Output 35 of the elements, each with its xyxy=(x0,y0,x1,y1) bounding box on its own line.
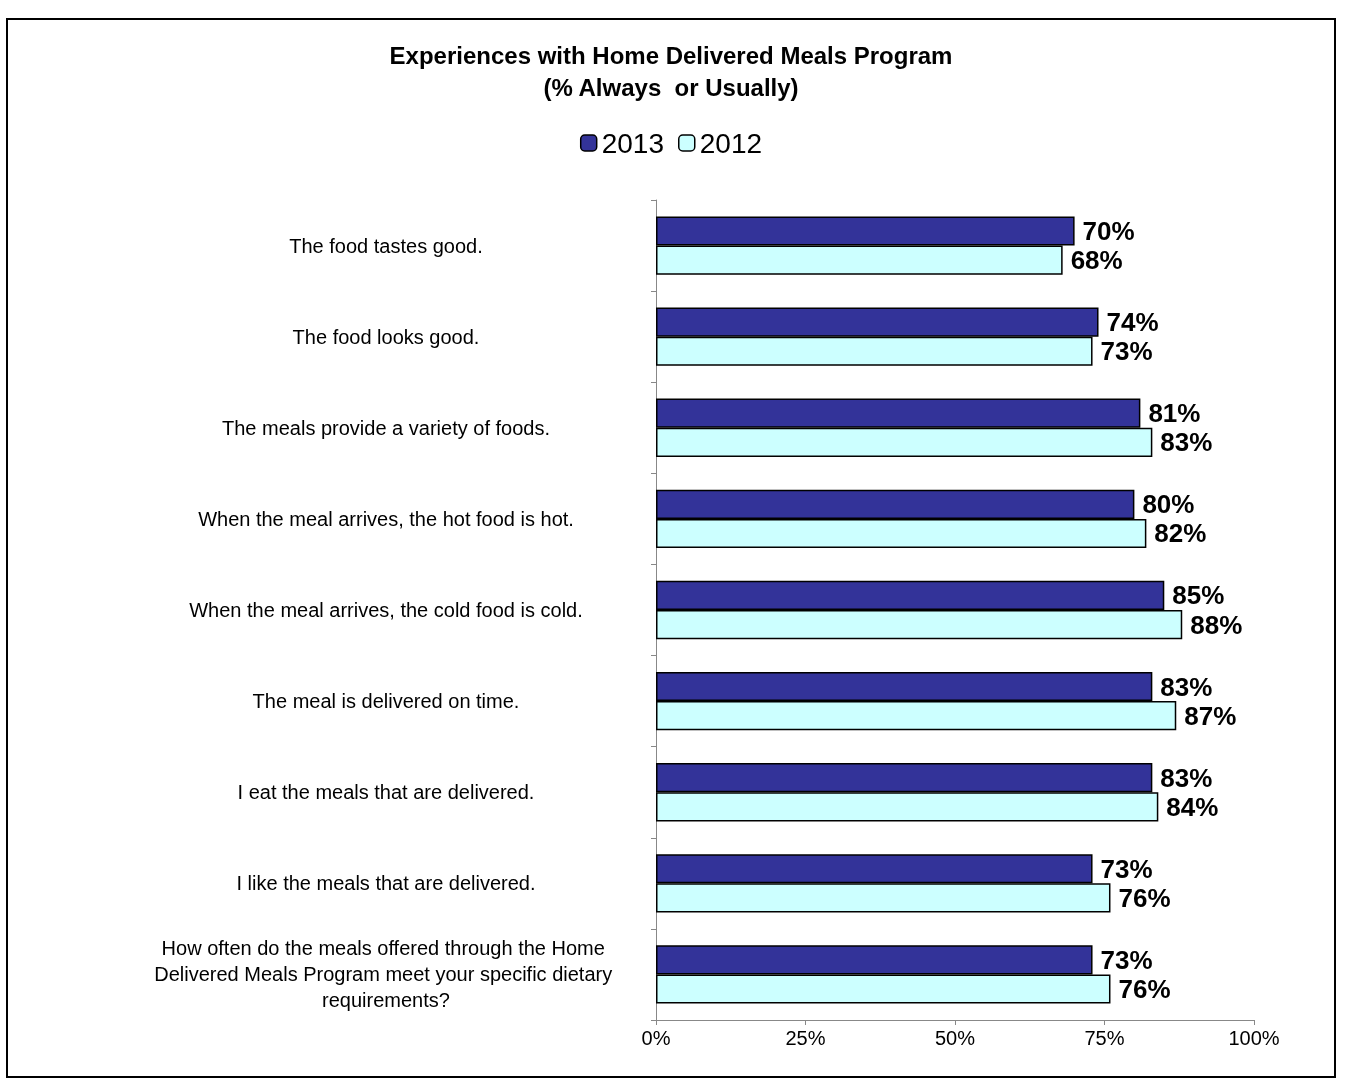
x-tick-label: 50% xyxy=(934,1027,976,1049)
x-tick-label: 25% xyxy=(785,1027,826,1049)
chart-title: Experiences with Home Delivered Meals Program (% Always or Usually) xyxy=(389,41,953,101)
data-label: 88% xyxy=(1190,609,1243,640)
y-tick-label: The meals provide a variety of foods. xyxy=(222,416,550,439)
y-tick-label: When the meal arrives, the hot food is hot. xyxy=(198,507,574,530)
y-tick-label: When the meal arrives, the cold food is cold. xyxy=(189,599,583,621)
data-label: 82% xyxy=(1154,518,1207,549)
data-label: 74% xyxy=(1106,307,1159,338)
data-label: 85% xyxy=(1172,580,1225,611)
data-label: 76% xyxy=(1118,882,1171,913)
y-tick-label: How often do the meals offered through the Home Delivered Meals Program meet your specific dietary requirements? xyxy=(154,937,618,1012)
x-tick-label: 75% xyxy=(1084,1027,1125,1049)
data-label: 87% xyxy=(1184,700,1237,731)
data-label: 83% xyxy=(1160,762,1213,793)
y-tick-label: The food tastes good. xyxy=(289,234,483,257)
data-label: 70% xyxy=(1082,215,1135,246)
data-label: 73% xyxy=(1100,944,1153,975)
data-label: 81% xyxy=(1148,398,1201,429)
y-tick-label: The meal is delivered on time. xyxy=(252,690,520,713)
data-label: 83% xyxy=(1160,427,1213,458)
data-label: 84% xyxy=(1166,791,1219,822)
data-label: 80% xyxy=(1142,489,1195,520)
data-label: 83% xyxy=(1160,671,1213,702)
data-label: 73% xyxy=(1100,853,1153,884)
data-label: 76% xyxy=(1118,974,1171,1005)
x-tick-label: 0% xyxy=(641,1027,671,1049)
legend-label: 2012 xyxy=(699,127,763,159)
y-tick-label: The food looks good. xyxy=(292,325,480,348)
x-tick-label: 100% xyxy=(1228,1027,1280,1049)
y-tick-label: I like the meals that are delivered. xyxy=(236,872,536,895)
data-label: 73% xyxy=(1100,336,1153,367)
y-tick-label: I eat the meals that are delivered. xyxy=(237,781,535,804)
legend-label: 2013 xyxy=(601,127,665,159)
data-label: 68% xyxy=(1070,245,1123,276)
